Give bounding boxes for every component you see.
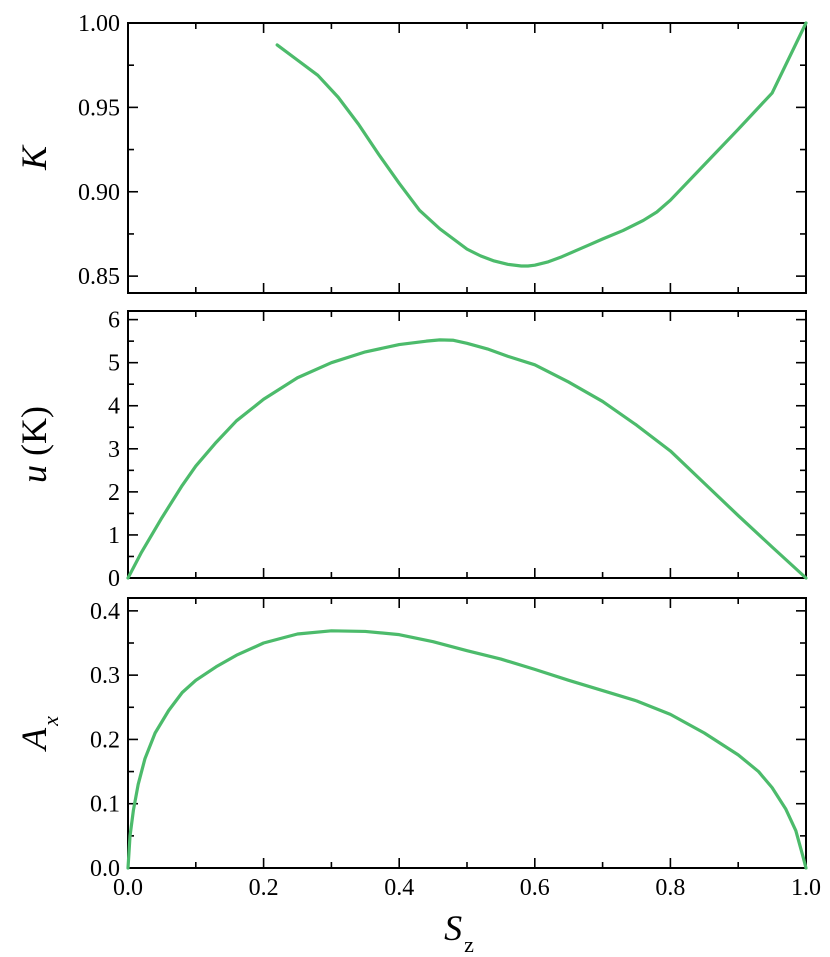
y-tick-label: 4 xyxy=(108,394,120,420)
y-axis-label: Ax xyxy=(14,716,63,752)
x-tick-label: 0.0 xyxy=(113,875,143,901)
y-tick-label: 6 xyxy=(108,308,120,334)
panel-2: 0 1 2 3 4 5 6 u (K) xyxy=(14,308,808,592)
y-tick-label: 0.1 xyxy=(90,792,120,818)
series-line xyxy=(275,21,808,268)
y-tick-label: 0.3 xyxy=(90,663,120,689)
series-line xyxy=(126,629,808,870)
y-tick-label: 0 xyxy=(108,566,120,592)
x-tick-label: 0.6 xyxy=(520,875,550,901)
x-tick-label: 0.8 xyxy=(655,875,685,901)
y-tick-label: 3 xyxy=(108,437,120,463)
y-tick-label: 0.85 xyxy=(78,264,120,290)
y-tick-label: 0.0 xyxy=(90,856,120,882)
panel-1: 0.85 0.90 0.95 1.00 K xyxy=(14,11,808,294)
panel-3: 0.0 0.1 0.2 0.3 0.4 0.0 0.2 0.4 0.6 0.8 1.0 Ax Sz xyxy=(14,597,821,957)
y-tick-label: 1 xyxy=(108,523,120,549)
series-line xyxy=(126,338,808,580)
y-tick-label: 2 xyxy=(108,480,120,506)
x-tick-label: 1.0 xyxy=(791,875,821,901)
plot-frame xyxy=(127,22,807,294)
x-tick-label: 0.2 xyxy=(249,875,279,901)
y-tick-label: 0.90 xyxy=(78,180,120,206)
x-axis-label: Sz xyxy=(444,908,474,957)
y-axis-label: K xyxy=(14,144,54,171)
y-tick-label: 5 xyxy=(108,351,120,377)
y-tick-label: 0.95 xyxy=(78,95,120,121)
plot-frame xyxy=(127,310,807,579)
y-tick-label: 1.00 xyxy=(78,11,120,37)
y-axis-label: u (K) xyxy=(14,406,54,483)
y-tick-label: 0.2 xyxy=(90,727,120,753)
y-tick-label: 0.4 xyxy=(90,599,120,625)
x-tick-label: 0.4 xyxy=(384,875,414,901)
